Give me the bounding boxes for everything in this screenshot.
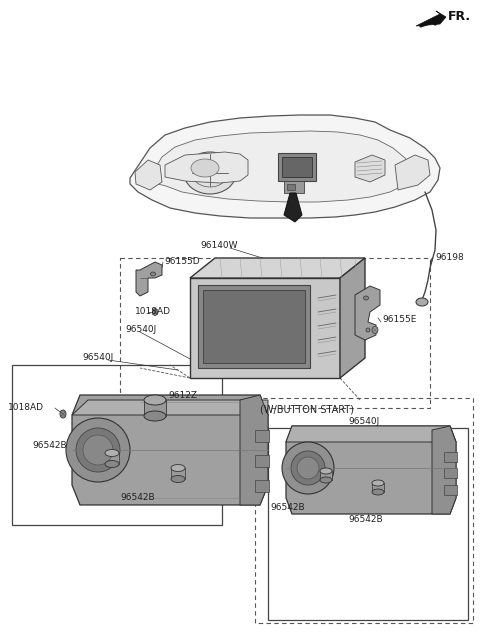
Ellipse shape xyxy=(153,308,157,315)
Text: 96155E: 96155E xyxy=(382,315,416,324)
Polygon shape xyxy=(136,262,162,296)
Polygon shape xyxy=(355,286,380,340)
Text: (W/BUTTON START): (W/BUTTON START) xyxy=(260,405,354,415)
Polygon shape xyxy=(355,155,385,182)
Polygon shape xyxy=(320,471,332,480)
Bar xyxy=(255,480,269,492)
Polygon shape xyxy=(72,395,268,505)
Text: 96540J: 96540J xyxy=(125,326,156,335)
Polygon shape xyxy=(190,258,365,278)
Polygon shape xyxy=(372,483,384,492)
Polygon shape xyxy=(144,400,166,416)
Polygon shape xyxy=(72,400,268,415)
Polygon shape xyxy=(165,152,248,183)
Bar xyxy=(120,258,430,408)
Polygon shape xyxy=(190,278,340,378)
Text: 96540J: 96540J xyxy=(82,352,113,361)
Polygon shape xyxy=(395,155,430,190)
Ellipse shape xyxy=(205,169,215,177)
Ellipse shape xyxy=(366,328,370,332)
Text: 96198: 96198 xyxy=(435,254,464,263)
Polygon shape xyxy=(171,468,185,479)
Bar xyxy=(444,468,457,478)
Bar xyxy=(444,452,457,462)
Ellipse shape xyxy=(416,298,428,306)
Circle shape xyxy=(76,428,120,472)
Text: 9612Z: 9612Z xyxy=(168,391,197,399)
Ellipse shape xyxy=(363,296,369,300)
Polygon shape xyxy=(284,193,302,222)
Ellipse shape xyxy=(191,159,219,177)
Ellipse shape xyxy=(372,326,378,333)
Text: 96542B: 96542B xyxy=(120,494,155,502)
Circle shape xyxy=(291,451,325,485)
Text: 96542B: 96542B xyxy=(270,504,305,513)
Polygon shape xyxy=(240,395,268,505)
Ellipse shape xyxy=(171,464,185,471)
Polygon shape xyxy=(135,160,162,190)
Polygon shape xyxy=(340,258,365,378)
Polygon shape xyxy=(148,131,412,202)
Bar xyxy=(12,365,222,525)
Text: 1018AD: 1018AD xyxy=(8,403,44,413)
Text: 96540J: 96540J xyxy=(348,417,379,427)
Ellipse shape xyxy=(144,395,166,405)
Bar xyxy=(268,428,468,620)
Bar xyxy=(255,430,269,442)
Bar xyxy=(444,485,457,495)
Ellipse shape xyxy=(372,480,384,486)
Polygon shape xyxy=(416,11,446,26)
Circle shape xyxy=(297,457,319,479)
Text: 1018AD: 1018AD xyxy=(135,307,171,317)
Ellipse shape xyxy=(105,450,119,457)
Polygon shape xyxy=(432,426,456,514)
Polygon shape xyxy=(105,453,119,464)
Circle shape xyxy=(282,442,334,494)
Circle shape xyxy=(66,418,130,482)
Bar xyxy=(278,153,316,181)
Ellipse shape xyxy=(320,468,332,474)
Polygon shape xyxy=(286,426,456,442)
Text: 96542B: 96542B xyxy=(32,441,67,450)
Ellipse shape xyxy=(60,410,66,418)
Bar xyxy=(284,181,304,193)
Polygon shape xyxy=(286,426,456,514)
Bar xyxy=(255,455,269,467)
Circle shape xyxy=(83,435,113,465)
Ellipse shape xyxy=(105,460,119,467)
Bar xyxy=(287,184,295,190)
Text: FR.: FR. xyxy=(448,10,471,22)
Ellipse shape xyxy=(144,411,166,421)
Ellipse shape xyxy=(184,152,236,194)
Polygon shape xyxy=(203,290,305,363)
Text: 96155D: 96155D xyxy=(164,258,200,266)
Bar xyxy=(255,398,473,623)
Bar xyxy=(282,157,312,177)
Ellipse shape xyxy=(372,489,384,495)
Polygon shape xyxy=(130,115,440,218)
Text: 96140W: 96140W xyxy=(200,240,238,249)
Polygon shape xyxy=(198,285,310,368)
Ellipse shape xyxy=(171,476,185,483)
Ellipse shape xyxy=(151,272,156,276)
Text: 96542B: 96542B xyxy=(348,516,383,525)
Ellipse shape xyxy=(320,477,332,483)
